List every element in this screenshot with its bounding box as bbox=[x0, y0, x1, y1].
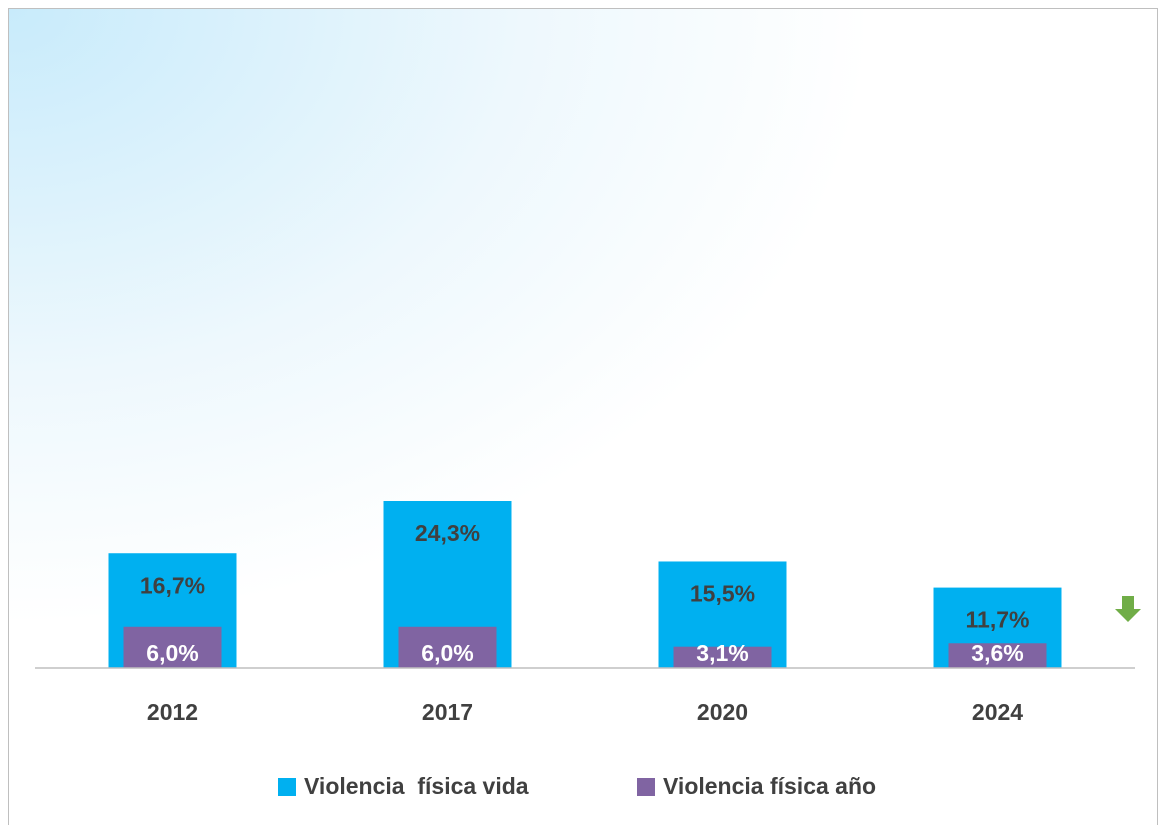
bar bbox=[123, 626, 222, 668]
chart-frame bbox=[8, 8, 1158, 829]
x-tick-label: 2020 bbox=[697, 699, 748, 725]
bar bbox=[398, 626, 497, 668]
data-label: 16,7% bbox=[140, 572, 205, 598]
x-tick-label: 2012 bbox=[147, 699, 198, 725]
x-tick-label: 2017 bbox=[422, 699, 473, 725]
legend-label: Violencia física año bbox=[663, 773, 876, 799]
legend-label: Violencia física vida bbox=[304, 773, 529, 799]
data-label: 6,0% bbox=[421, 640, 473, 666]
trend-arrow bbox=[1115, 596, 1141, 622]
data-label: 11,7% bbox=[966, 607, 1030, 633]
data-label: 6,0% bbox=[146, 640, 198, 666]
bar bbox=[948, 643, 1047, 668]
legend-swatch bbox=[278, 778, 296, 796]
bar bbox=[673, 646, 772, 668]
legend-swatch bbox=[637, 778, 655, 796]
data-label: 24,3% bbox=[415, 520, 480, 546]
data-label: 3,6% bbox=[971, 640, 1023, 666]
x-tick-label: 2024 bbox=[972, 699, 1023, 725]
data-label: 3,1% bbox=[696, 640, 748, 666]
data-label: 15,5% bbox=[690, 581, 755, 607]
